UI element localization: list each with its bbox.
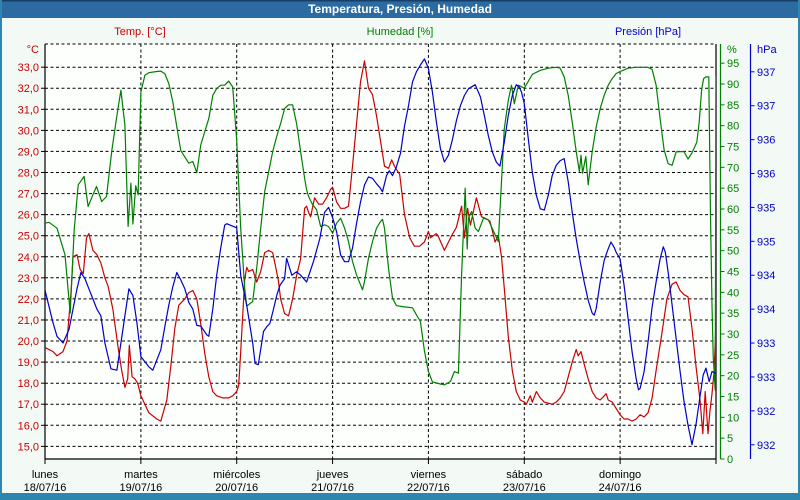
series-temperatura-line bbox=[45, 60, 716, 435]
humidity-tick-label: 50 bbox=[727, 246, 739, 258]
day-date-label: 23/07/16 bbox=[503, 482, 546, 494]
humidity-tick-label: 85 bbox=[727, 100, 739, 112]
temp-tick-label: 33,0 bbox=[18, 62, 39, 74]
plot-background bbox=[45, 44, 716, 459]
day-name-label: lunes bbox=[32, 469, 59, 481]
humidity-tick-label: 95 bbox=[727, 58, 739, 70]
legend-pressure: Presión [hPa] bbox=[615, 26, 681, 38]
series-presion-line bbox=[45, 58, 716, 446]
pressure-axis-unit: hPa bbox=[757, 44, 777, 56]
title-bar-top-edge bbox=[0, 0, 800, 2]
temp-tick-label: 19,0 bbox=[18, 357, 39, 369]
frame-bottom bbox=[0, 493, 800, 500]
day-name-label: martes bbox=[124, 469, 158, 481]
temp-tick-label: 24,0 bbox=[18, 252, 39, 264]
temp-tick-label: 26,0 bbox=[18, 210, 39, 222]
temp-tick-label: 27,0 bbox=[18, 189, 39, 201]
legend-temperature: Temp. [°C] bbox=[114, 26, 165, 38]
humidity-tick-label: 55 bbox=[727, 225, 739, 237]
day-date-label: 24/07/16 bbox=[599, 482, 642, 494]
pressure-tick-label: 936 bbox=[757, 169, 775, 181]
temp-tick-label: 15,0 bbox=[18, 441, 39, 453]
humidity-tick-label: 10 bbox=[727, 412, 739, 424]
pressure-tick-label: 932 bbox=[757, 406, 775, 418]
humidity-tick-label: 40 bbox=[727, 287, 739, 299]
humidity-tick-label: 60 bbox=[727, 204, 739, 216]
legend-humidity: Humedad [%] bbox=[367, 26, 434, 38]
temperature-axis-unit: °C bbox=[27, 44, 39, 56]
temp-tick-label: 29,0 bbox=[18, 146, 39, 158]
humidity-tick-label: 15 bbox=[727, 392, 739, 404]
series-humedad-line bbox=[45, 66, 716, 391]
pressure-tick-label: 933 bbox=[757, 338, 775, 350]
pressure-tick-label: 935 bbox=[757, 202, 775, 214]
day-name-label: sábado bbox=[506, 469, 542, 481]
day-name-label: domingo bbox=[599, 469, 641, 481]
temp-tick-label: 18,0 bbox=[18, 378, 39, 390]
day-name-label: viernes bbox=[411, 469, 447, 481]
humidity-axis-unit: % bbox=[727, 44, 737, 56]
humidity-tick-label: 65 bbox=[727, 183, 739, 195]
temp-tick-label: 23,0 bbox=[18, 273, 39, 285]
title-bar bbox=[0, 0, 800, 18]
temp-tick-label: 22,0 bbox=[18, 294, 39, 306]
humidity-tick-label: 80 bbox=[727, 121, 739, 133]
pressure-tick-label: 934 bbox=[757, 270, 775, 282]
temp-tick-label: 20,0 bbox=[18, 336, 39, 348]
temp-tick-label: 32,0 bbox=[18, 83, 39, 95]
plot-area: 33,0 32,0 31,0 30,0 29,0 28,0 27,0 26,0 25,0 24,0… bbox=[18, 43, 775, 494]
pressure-tick-label: 936 bbox=[757, 135, 775, 147]
humidity-tick-label: 20 bbox=[727, 371, 739, 383]
pressure-tick-label: 932 bbox=[757, 440, 775, 452]
temp-tick-label: 17,0 bbox=[18, 399, 39, 411]
humidity-tick-label: 70 bbox=[727, 162, 739, 174]
humidity-tick-label: 75 bbox=[727, 142, 739, 154]
pressure-tick-label: 935 bbox=[757, 236, 775, 248]
temp-tick-label: 30,0 bbox=[18, 125, 39, 137]
pressure-tick-label: 933 bbox=[757, 372, 775, 384]
frame-left bbox=[0, 0, 2, 500]
day-name-label: jueves bbox=[316, 469, 349, 481]
temp-tick-label: 31,0 bbox=[18, 104, 39, 116]
pressure-tick-label: 934 bbox=[757, 304, 775, 316]
day-date-label: 22/07/16 bbox=[407, 482, 450, 494]
day-date-label: 19/07/16 bbox=[119, 482, 162, 494]
humidity-tick-label: 5 bbox=[727, 433, 733, 445]
window-title: Temperatura, Presión, Humedad bbox=[308, 2, 492, 16]
day-date-label: 20/07/16 bbox=[215, 482, 258, 494]
temp-tick-label: 16,0 bbox=[18, 420, 39, 432]
temp-tick-label: 21,0 bbox=[18, 315, 39, 327]
humidity-tick-label: 30 bbox=[727, 329, 739, 341]
humidity-tick-label: 0 bbox=[727, 454, 733, 466]
day-name-label: miércoles bbox=[213, 469, 261, 481]
pressure-tick-label: 937 bbox=[757, 67, 775, 79]
frame-right bbox=[798, 0, 800, 500]
temp-tick-label: 28,0 bbox=[18, 168, 39, 180]
humidity-tick-label: 25 bbox=[727, 350, 739, 362]
humidity-tick-label: 35 bbox=[727, 308, 739, 320]
humidity-tick-label: 45 bbox=[727, 267, 739, 279]
pressure-tick-label: 937 bbox=[757, 101, 775, 113]
day-date-label: 21/07/16 bbox=[311, 482, 354, 494]
humidity-tick-label: 90 bbox=[727, 79, 739, 91]
day-date-label: 18/07/16 bbox=[24, 482, 67, 494]
temp-tick-label: 25,0 bbox=[18, 231, 39, 243]
